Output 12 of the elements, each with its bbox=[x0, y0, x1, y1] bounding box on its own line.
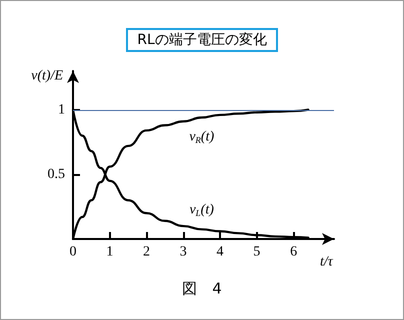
x-tick-label: 5 bbox=[253, 244, 260, 260]
y-tick-label: 0.5 bbox=[48, 166, 65, 182]
x-tick-label: 2 bbox=[143, 244, 150, 260]
x-tick-label: 6 bbox=[290, 244, 298, 260]
x-tick-label: 3 bbox=[180, 244, 187, 260]
x-axis-title: t/τ bbox=[320, 254, 334, 270]
y-axis-title: v(t)/E bbox=[31, 68, 64, 84]
x-tick-label: 1 bbox=[106, 244, 114, 260]
x-tick-label: 4 bbox=[216, 244, 224, 260]
x-tick-label: 0 bbox=[70, 244, 76, 260]
caption: 図 4 bbox=[182, 280, 222, 298]
chart-title: RLの端子電圧の変化 bbox=[137, 32, 267, 48]
